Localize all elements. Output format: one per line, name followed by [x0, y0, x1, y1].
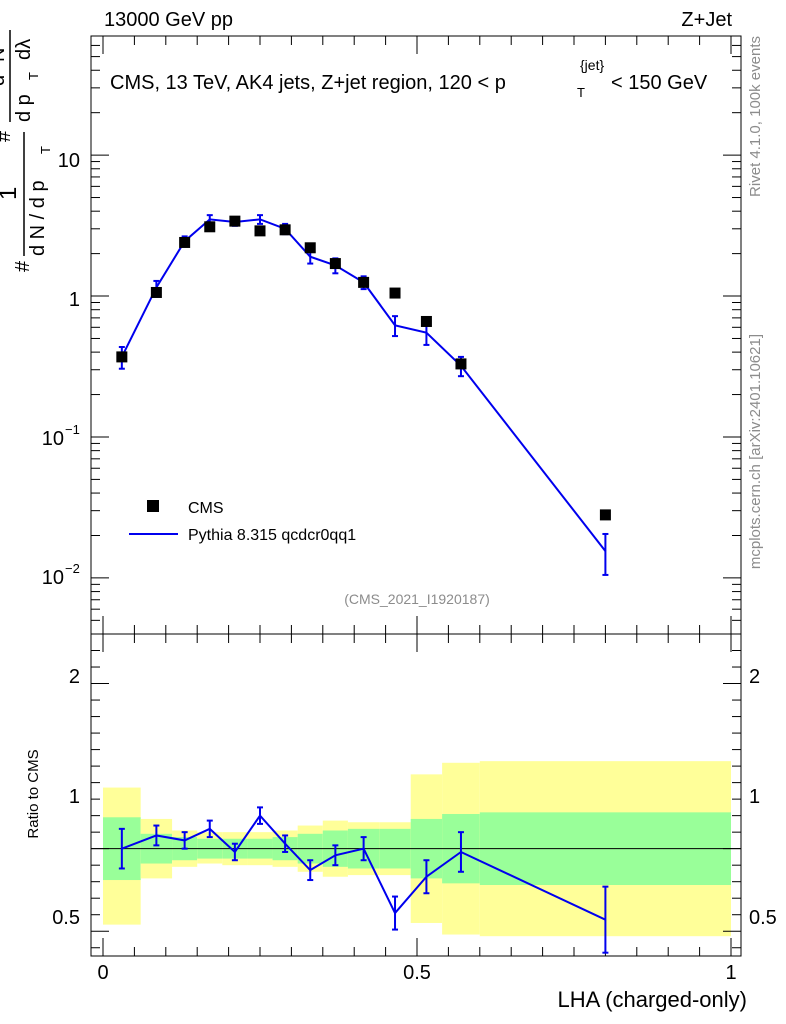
ylabel-part: dλ — [13, 39, 35, 60]
y-tick-label-0.1-exp: −1 — [65, 422, 80, 437]
x-axis-label: LHA (charged-only) — [557, 987, 747, 1012]
mcplots-label: mcplots.cern.ch [arXiv:2401.10621] — [747, 334, 764, 569]
ylabel-part: d p — [13, 94, 35, 122]
cms-point — [329, 258, 341, 270]
legend: CMS Pythia 8.315 qcdcr0qq1 — [129, 500, 356, 544]
cms-point — [420, 315, 432, 327]
chart-title: CMS, 13 TeV, AK4 jets, Z+jet region, 120… — [110, 72, 506, 94]
cms-point — [389, 287, 401, 299]
energy-label: 13000 GeV pp — [104, 9, 233, 31]
ratio-data-marks — [118, 806, 609, 954]
ratio-uncertainty-bands — [91, 761, 741, 937]
ratio-y-tick-label-1: 1 — [69, 786, 80, 808]
legend-label-cms: CMS — [188, 500, 224, 517]
ratio-y-tick-label-2: 2 — [69, 666, 80, 688]
ratio-y-tick-label-0.5-right: 0.5 — [749, 907, 777, 929]
legend-label-pythia: Pythia 8.315 qcdcr0qq1 — [188, 527, 356, 544]
cms-point — [279, 224, 291, 236]
chart-title-tail: < 150 GeV — [611, 72, 708, 94]
y-tick-label-0.1: 10 — [42, 428, 64, 450]
main-panel: CMS, 13 TeV, AK4 jets, Z+jet region, 120… — [0, 30, 742, 635]
ylabel-part: T — [26, 72, 41, 80]
cms-point — [116, 351, 128, 363]
cms-point — [455, 358, 467, 370]
chart-title-sub: T — [577, 85, 585, 100]
y-tick-label-1: 1 — [69, 289, 80, 311]
ratio-y-tick-label-2-right: 2 — [749, 666, 760, 688]
x-tick-label-1: 1 — [725, 962, 736, 984]
ylabel-part: # — [0, 130, 15, 142]
ratio-axis-ticks — [91, 633, 741, 956]
ylabel-part: N — [0, 48, 9, 62]
chart-title-text: CMS, 13 TeV, AK4 jets, Z+jet region, 120… — [110, 72, 489, 94]
x-tick-label-0: 0 — [97, 962, 108, 984]
ratio-line — [121, 814, 606, 921]
ratio-y-tick-label-0.5: 0.5 — [52, 907, 80, 929]
main-axis-ticks — [91, 35, 741, 635]
cms-point — [179, 236, 191, 248]
cms-point — [229, 215, 241, 227]
process-label: Z+Jet — [681, 9, 732, 31]
ylabel-part: # — [12, 260, 34, 272]
y-tick-label-0.01-exp: −2 — [65, 561, 80, 576]
x-tick-label-0.5: 0.5 — [403, 962, 431, 984]
chart-title-pt: p — [495, 72, 506, 94]
cms-point — [204, 221, 216, 233]
main-ylabel: # 1 d N / d p T # d N 2 d p T dλ — [0, 30, 53, 272]
ratio-frame — [90, 633, 742, 957]
ylabel-part: d N / d p — [27, 180, 49, 256]
cms-point — [358, 276, 370, 288]
main-frame — [90, 35, 742, 635]
cms-point — [304, 242, 316, 254]
rivet-version-label: Rivet 4.1.0, 100k events — [747, 36, 764, 197]
cms-point — [254, 225, 266, 237]
cms-point — [150, 286, 162, 298]
y-tick-label-0.01: 10 — [42, 567, 64, 589]
ylabel-part: d — [0, 75, 9, 86]
ratio-panel: Ratio to CMS 0.5 1 2 0.5 1 2 0 0.5 1 LHA… — [25, 633, 777, 1012]
analysis-id-label: (CMS_2021_I1920187) — [344, 591, 490, 607]
chart-title-sup: {jet} — [580, 57, 604, 73]
legend-marker-cms — [147, 500, 159, 512]
ylabel-part: 1 — [0, 187, 22, 200]
ylabel-part: T — [38, 146, 53, 154]
main-data-marks — [116, 214, 611, 576]
ratio-y-tick-label-1-right: 1 — [749, 786, 760, 808]
y-tick-label-10: 10 — [58, 150, 80, 172]
ratio-ylabel: Ratio to CMS — [25, 749, 42, 838]
cms-point — [599, 509, 611, 521]
